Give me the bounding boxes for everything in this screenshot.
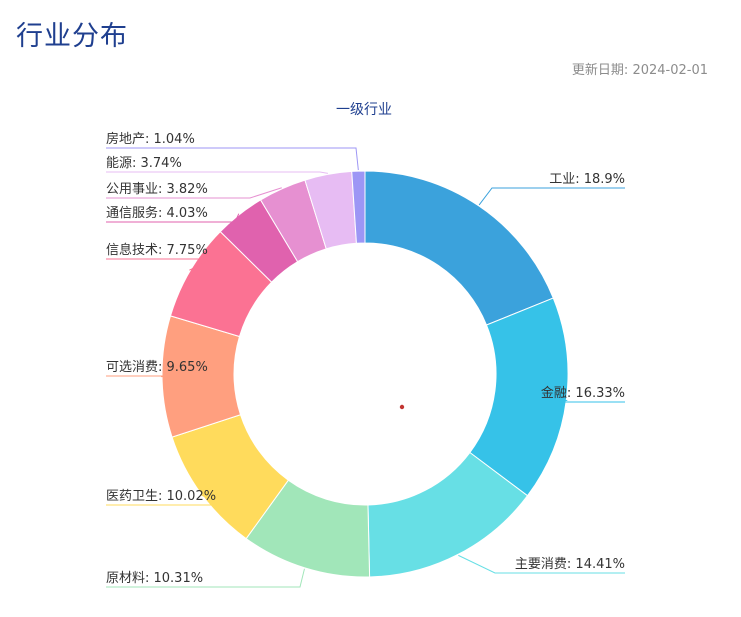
slice-leader-3 <box>458 554 625 574</box>
slice-leader-11 <box>106 147 359 171</box>
chart-title: 一级行业 <box>336 102 392 118</box>
update-date-label: 更新日期: <box>571 63 629 78</box>
slice-label-7: 信息技术: 7.75% <box>106 242 208 258</box>
slice-11[interactable] <box>351 170 366 244</box>
slice-label-2: 金融: 16.33% <box>541 385 625 401</box>
slice-leader-2 <box>536 399 625 403</box>
slice-leader-4 <box>106 568 305 588</box>
slice-leader-5 <box>106 493 221 506</box>
update-date-value: 2024-02-01 <box>632 63 708 78</box>
slice-leader-6 <box>106 375 212 378</box>
slice-leader-7 <box>106 258 213 271</box>
slice-label-8: 通信服务: 4.03% <box>106 205 208 221</box>
slice-label-11: 房地产: 1.04% <box>106 131 195 147</box>
page-title: 行业分布 <box>16 21 128 52</box>
slice-label-9: 公用事业: 3.82% <box>106 182 208 197</box>
slice-label-1: 工业: 18.9% <box>549 172 625 187</box>
slice-label-10: 能源: 3.74% <box>106 156 182 171</box>
slice-label-4: 原材料: 10.31% <box>106 571 203 586</box>
slice-label-6: 可选消费: 9.65% <box>106 360 208 375</box>
slice-1[interactable] <box>364 170 554 326</box>
update-date: 更新日期: 2024-02-01 <box>572 59 708 78</box>
slice-leader-8 <box>106 213 240 223</box>
slice-leader-10 <box>106 171 328 174</box>
slice-leader-1 <box>478 187 625 206</box>
slice-label-3: 主要消费: 14.41% <box>515 557 625 572</box>
slice-label-5: 医药卫生: 10.02% <box>106 489 216 504</box>
slice-leader-9 <box>106 187 282 199</box>
chart-center-dot <box>399 404 405 410</box>
